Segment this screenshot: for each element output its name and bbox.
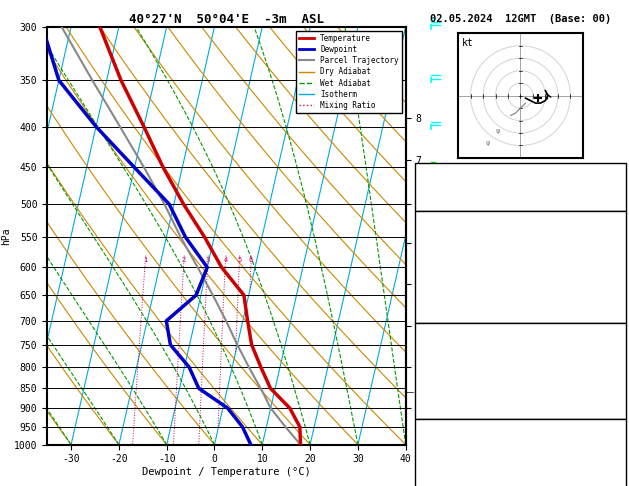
Text: Mixing Ratio (g/kg): Mixing Ratio (g/kg) [459,185,467,287]
Text: 0: 0 [617,295,623,305]
Text: 0: 0 [617,391,623,401]
Text: 12: 12 [611,167,623,176]
Text: ψ: ψ [496,128,500,134]
Text: 1: 1 [143,257,147,263]
Text: 4: 4 [223,257,228,263]
Y-axis label: km
ASL: km ASL [424,227,446,244]
Text: Totals Totals: Totals Totals [419,183,495,192]
Text: 6: 6 [249,257,253,263]
Text: 5: 5 [237,257,242,263]
Text: LCL: LCL [448,388,464,397]
Text: StmDir: StmDir [419,471,454,481]
Text: kt: kt [462,38,474,48]
Text: Surface: Surface [500,215,541,225]
Text: Lifted Index: Lifted Index [419,279,489,289]
Text: © weatheronline.co.uk: © weatheronline.co.uk [468,450,573,459]
Text: Most Unstable: Most Unstable [482,327,559,337]
Text: Temp (°C): Temp (°C) [419,231,472,241]
Legend: Temperature, Dewpoint, Parcel Trajectory, Dry Adiabat, Wet Adiabat, Isotherm, Mi: Temperature, Dewpoint, Parcel Trajectory… [296,31,402,113]
Text: θₑ (K): θₑ (K) [419,359,454,369]
Text: Hodograph: Hodograph [494,423,547,433]
Text: 309: 309 [605,263,623,273]
Text: CAPE (J): CAPE (J) [419,295,466,305]
Text: θₑ(K): θₑ(K) [419,263,448,273]
Text: 0: 0 [617,311,623,321]
Text: ψ: ψ [486,140,490,146]
Text: -19: -19 [605,439,623,449]
Text: EH: EH [419,439,431,449]
Text: Dewp (°C): Dewp (°C) [419,247,472,257]
Text: 5: 5 [617,375,623,385]
Text: CAPE (J): CAPE (J) [419,391,466,401]
Text: 18: 18 [611,231,623,241]
Text: 52: 52 [611,455,623,465]
Text: CIN (J): CIN (J) [419,407,460,417]
Text: CIN (J): CIN (J) [419,311,460,321]
Text: 11: 11 [611,279,623,289]
Text: K: K [419,167,425,176]
Text: 7.6: 7.6 [605,247,623,257]
Text: 3: 3 [206,257,210,263]
Text: 1.9: 1.9 [605,199,623,208]
Y-axis label: hPa: hPa [1,227,11,244]
Text: PW (cm): PW (cm) [419,199,460,208]
Text: 317: 317 [605,359,623,369]
Title: 40°27'N  50°04'E  -3m  ASL: 40°27'N 50°04'E -3m ASL [129,13,324,26]
Text: 285°: 285° [599,471,623,481]
Text: Lifted Index: Lifted Index [419,375,489,385]
Text: Pressure (mb): Pressure (mb) [419,343,495,353]
Text: 37: 37 [611,183,623,192]
X-axis label: Dewpoint / Temperature (°C): Dewpoint / Temperature (°C) [142,467,311,477]
Text: 02.05.2024  12GMT  (Base: 00): 02.05.2024 12GMT (Base: 00) [430,14,611,24]
Text: 800: 800 [605,343,623,353]
Text: 0: 0 [617,407,623,417]
Text: 2: 2 [182,257,186,263]
Text: SREH: SREH [419,455,442,465]
